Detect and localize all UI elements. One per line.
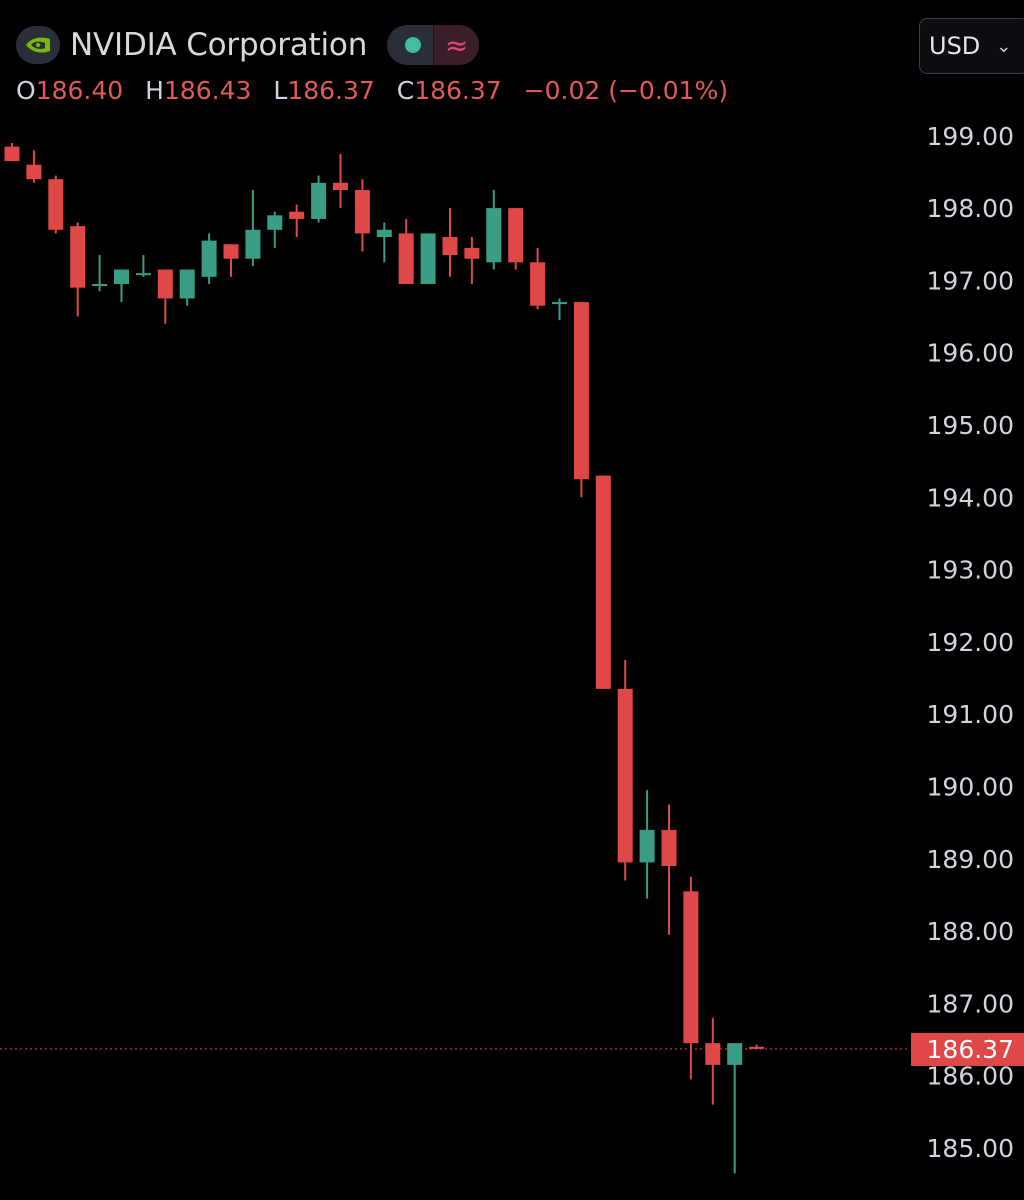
candle-body[interactable]: [311, 182, 327, 219]
ohlc-legend: O186.40 H186.43 L186.37 C186.37 −0.02 (−…: [16, 76, 742, 105]
last-price-label-bg: [911, 1032, 1024, 1066]
candle-body[interactable]: [705, 1043, 721, 1065]
candle-body[interactable]: [26, 164, 42, 180]
low-value: 186.37: [287, 76, 375, 105]
market-status-dot-icon: [405, 37, 422, 53]
y-tick-label: 186.00: [927, 1062, 1014, 1091]
candle-body[interactable]: [289, 211, 305, 219]
y-tick-label: 189.00: [927, 845, 1014, 874]
candle-body[interactable]: [683, 891, 699, 1044]
candle-body[interactable]: [573, 302, 589, 480]
candle-body[interactable]: [661, 829, 677, 867]
candle-body[interactable]: [420, 233, 436, 285]
approx-wave-icon[interactable]: ≈: [434, 25, 480, 65]
candle-body[interactable]: [442, 237, 458, 256]
low-key: L: [273, 76, 288, 105]
candle-body[interactable]: [749, 1046, 765, 1049]
chevron-down-icon[interactable]: ⌄: [996, 35, 1012, 57]
nvidia-logo-icon: [16, 26, 60, 64]
y-tick-label: 197.00: [927, 266, 1014, 295]
currency-select[interactable]: USD ⌄: [919, 18, 1024, 74]
candle-body[interactable]: [70, 226, 86, 288]
y-tick-label: 198.00: [927, 194, 1014, 223]
candle-body[interactable]: [267, 215, 283, 230]
candle-body[interactable]: [595, 475, 611, 689]
last-price-label: 186.37: [927, 1035, 1014, 1064]
candle-body[interactable]: [245, 229, 261, 259]
candle-body[interactable]: [201, 240, 217, 277]
candle-body[interactable]: [530, 262, 546, 306]
y-tick-label: 191.00: [927, 700, 1014, 729]
candle-body[interactable]: [223, 244, 239, 259]
candle-body[interactable]: [92, 284, 108, 287]
y-tick-label: 199.00: [927, 122, 1014, 151]
candle-body[interactable]: [398, 233, 414, 285]
candle-body[interactable]: [114, 269, 129, 285]
change-value: −0.02 (−0.01%): [523, 76, 729, 105]
open-value: 186.40: [35, 76, 124, 105]
candle-body[interactable]: [354, 190, 370, 234]
symbol-title[interactable]: NVIDIA Corporation: [70, 27, 368, 63]
currency-label: USD: [929, 32, 981, 60]
candle-body[interactable]: [333, 182, 348, 191]
close-key: C: [396, 76, 415, 105]
candle-body[interactable]: [464, 247, 480, 259]
y-tick-label: 194.00: [927, 483, 1014, 512]
candle-body[interactable]: [486, 208, 502, 263]
y-tick-label: 188.00: [927, 917, 1014, 946]
candle-body[interactable]: [552, 302, 567, 305]
candle-body[interactable]: [157, 269, 173, 299]
y-tick-label: 190.00: [927, 773, 1014, 802]
candle-body[interactable]: [4, 146, 20, 162]
candle-body[interactable]: [639, 829, 655, 863]
y-tick-label: 196.00: [927, 339, 1014, 368]
candle-body[interactable]: [135, 273, 151, 276]
symbol-header: NVIDIA Corporation ≈: [16, 22, 480, 68]
pill-divider: [433, 25, 435, 65]
candle-body[interactable]: [727, 1043, 743, 1065]
open-key: O: [16, 76, 36, 105]
y-tick-label: 185.00: [927, 1134, 1014, 1163]
candle-body[interactable]: [508, 208, 524, 263]
candle-body[interactable]: [617, 688, 633, 863]
close-value: 186.37: [414, 76, 502, 105]
candle-body[interactable]: [376, 229, 392, 238]
high-key: H: [145, 76, 164, 105]
market-status-pill[interactable]: ≈: [387, 25, 480, 65]
y-tick-label: 192.00: [927, 628, 1014, 657]
y-tick-label: 195.00: [927, 411, 1014, 440]
high-value: 186.43: [163, 76, 252, 105]
y-tick-label: 193.00: [927, 556, 1014, 585]
candle-body[interactable]: [48, 179, 64, 230]
y-tick-label: 187.00: [927, 989, 1014, 1018]
candle-body[interactable]: [179, 269, 195, 299]
